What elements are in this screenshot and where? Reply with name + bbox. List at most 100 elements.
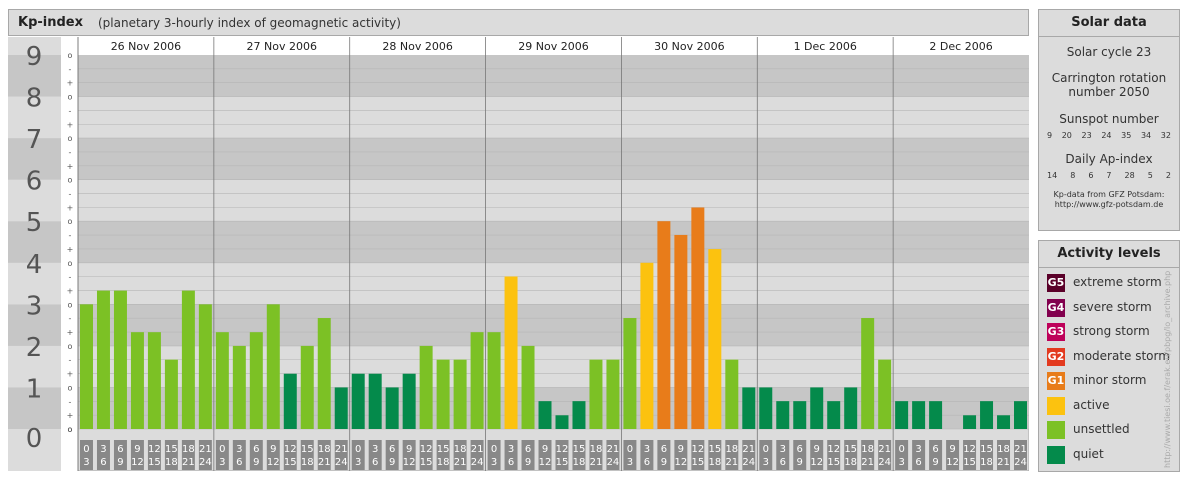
activity-level-minor-storm: G1 minor storm <box>1039 370 1179 395</box>
ap-value: 5 <box>1147 171 1153 180</box>
kp-bar <box>895 401 909 429</box>
activity-levels-panel: Activity levels G5 extreme storm G4 severe … <box>1038 240 1180 472</box>
minor-tick-label: + <box>67 411 74 420</box>
hour-label-start: 0 <box>355 444 361 455</box>
hour-label-start: 15 <box>573 444 586 455</box>
day-label: 26 Nov 2006 <box>111 40 181 53</box>
hour-label-box <box>266 440 280 470</box>
hour-label-start: 18 <box>725 444 738 455</box>
hour-label-start: 0 <box>491 444 497 455</box>
minor-tick-label: o <box>68 259 73 268</box>
kp-bar <box>283 373 297 429</box>
watermark-url: http://www.tiesi.oe.f/erak.eu/pbpg/lo_ar… <box>1163 270 1172 468</box>
hour-label-start: 21 <box>742 444 755 455</box>
hour-label-start: 12 <box>827 444 840 455</box>
plot-band <box>78 221 1029 263</box>
activity-level-strong-storm: G3 strong storm <box>1039 321 1179 346</box>
hour-label-end: 6 <box>915 457 921 468</box>
hour-label-start: 12 <box>284 444 297 455</box>
hour-label-box <box>96 440 110 470</box>
hour-label-end: 21 <box>318 457 331 468</box>
kp-bar <box>555 415 569 429</box>
hour-label-end: 9 <box>117 457 123 468</box>
hour-label-start: 3 <box>915 444 921 455</box>
kp-bar <box>80 304 93 429</box>
hour-label-end: 15 <box>556 457 569 468</box>
sunspot-value: 20 <box>1061 131 1072 140</box>
hour-label-start: 6 <box>661 444 667 455</box>
plot-band <box>78 138 1029 180</box>
hour-label-start: 3 <box>372 444 378 455</box>
y-tick-label: 0 <box>26 424 43 454</box>
minor-tick-label: o <box>68 383 73 392</box>
kp-bar <box>963 415 977 429</box>
hour-label-box <box>453 440 467 470</box>
hour-label-end: 15 <box>827 457 840 468</box>
kp-bar <box>708 249 722 429</box>
hour-label-end: 9 <box>661 457 667 468</box>
hour-label-end: 12 <box>674 457 687 468</box>
kp-bar <box>861 318 875 429</box>
minor-tick-label: o <box>68 425 73 434</box>
kp-bar <box>980 401 994 429</box>
hour-label-start: 21 <box>1014 444 1027 455</box>
hour-label-start: 3 <box>236 444 242 455</box>
kp-bar <box>436 359 450 429</box>
hour-label-end: 6 <box>508 457 514 468</box>
hour-label-box <box>793 440 807 470</box>
plot-band <box>78 96 1029 139</box>
activity-level-moderate-storm: G2 moderate storm <box>1039 346 1179 371</box>
kp-bar <box>419 345 433 429</box>
kp-bar <box>334 387 348 429</box>
ap-index-label: Daily Ap-index <box>1065 152 1153 166</box>
hour-label-start: 15 <box>708 444 721 455</box>
ap-value: 6 <box>1088 171 1094 180</box>
hour-label-end: 15 <box>963 457 976 468</box>
hour-label-box <box>215 440 229 470</box>
kp-bar <box>130 332 144 429</box>
kp-bar <box>402 373 416 429</box>
carrington-line-2: number 2050 <box>1068 85 1150 99</box>
source-link[interactable]: http://www.gfz-potsdam.de <box>1054 200 1164 209</box>
sunspot-values: 9 20 23 24 35 34 32 <box>1039 131 1179 140</box>
hour-label-start: 21 <box>607 444 620 455</box>
hour-label-start: 6 <box>253 444 259 455</box>
hour-label-box <box>521 440 535 470</box>
hour-label-box <box>334 440 348 470</box>
hour-label-end: 3 <box>491 457 497 468</box>
minor-tick-label: o <box>68 300 73 309</box>
kp-bar <box>844 387 858 429</box>
hour-label-start: 0 <box>627 444 633 455</box>
hour-label-end: 18 <box>573 457 586 468</box>
sunspot-value: 9 <box>1047 131 1053 140</box>
hour-label-end: 3 <box>763 457 769 468</box>
hour-label-end: 3 <box>898 457 904 468</box>
kp-bar <box>827 401 841 429</box>
hour-label-end: 12 <box>810 457 823 468</box>
kp-bar <box>164 359 178 429</box>
y-tick-label: 5 <box>26 208 43 238</box>
hour-label-box <box>351 440 365 470</box>
kp-bar <box>657 221 671 429</box>
kp-bar <box>810 387 824 429</box>
activity-label: active <box>1073 397 1110 412</box>
hour-label-start: 9 <box>542 444 548 455</box>
activity-swatch: G3 <box>1047 323 1065 341</box>
kp-bar <box>538 401 552 429</box>
hour-label-start: 21 <box>335 444 348 455</box>
kp-bar <box>691 207 705 429</box>
hour-label-box <box>164 440 178 470</box>
minor-tick-label: + <box>67 370 74 379</box>
kp-bar <box>776 401 790 429</box>
hour-label-start: 15 <box>301 444 314 455</box>
hour-label-box <box>436 440 450 470</box>
hour-label-start: 21 <box>471 444 484 455</box>
minor-tick-label: - <box>69 273 72 282</box>
minor-tick-column <box>61 37 78 471</box>
activity-label: quiet <box>1073 446 1104 461</box>
ap-value: 14 <box>1047 171 1058 180</box>
minor-tick-label: - <box>69 148 72 157</box>
hour-label-box <box>759 440 773 470</box>
hour-label-start: 6 <box>797 444 803 455</box>
source-line-1: Kp-data from GFZ Potsdam: <box>1053 190 1165 199</box>
